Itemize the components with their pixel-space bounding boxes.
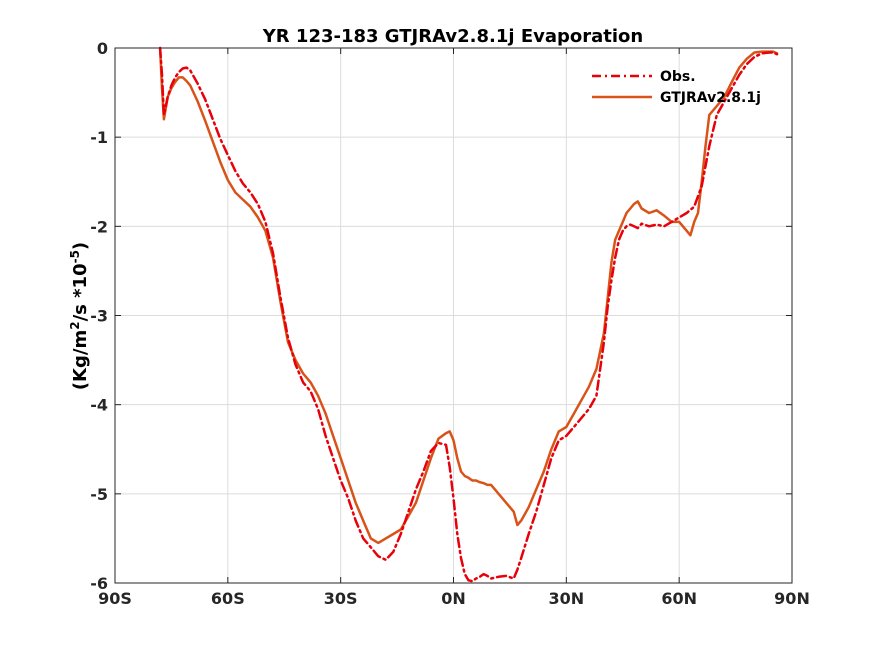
x-tick-label: 90N (774, 589, 810, 608)
y-axis-label: (Kg/m2/s *10-5) (68, 242, 91, 390)
x-tick-label: 60S (211, 589, 245, 608)
legend-label-gtjra: GTJRAv2.8.1j (660, 90, 761, 106)
legend: Obs. GTJRAv2.8.1j (592, 69, 761, 106)
x-tick-label: 0N (441, 589, 466, 608)
y-tick-label: -2 (90, 217, 108, 236)
y-tick-label: -6 (90, 574, 108, 593)
x-tick-label: 30N (549, 589, 585, 608)
y-tick-label: 0 (97, 39, 108, 58)
series-line-gtjra (158, 46, 779, 545)
legend-label-obs: Obs. (660, 69, 696, 85)
y-tick-labels: 0 -1 -2 -3 -4 -5 -6 (90, 39, 108, 593)
axis-ticks (114, 47, 793, 584)
x-tick-labels: 90S 60S 30S 0N 30N 60N 90N (98, 589, 810, 608)
x-tick-label: 90S (98, 589, 132, 608)
y-tick-label: -5 (90, 485, 108, 504)
y-tick-label: -3 (90, 307, 108, 326)
x-tick-label: 30S (324, 589, 358, 608)
y-tick-label: -1 (90, 128, 108, 147)
series-line-obs (158, 46, 779, 583)
y-tick-label: -4 (90, 396, 108, 415)
x-tick-label: 60N (661, 589, 697, 608)
series-layer (158, 46, 779, 583)
chart-title: YR 123-183 GTJRAv2.8.1j Evaporation (262, 26, 643, 47)
